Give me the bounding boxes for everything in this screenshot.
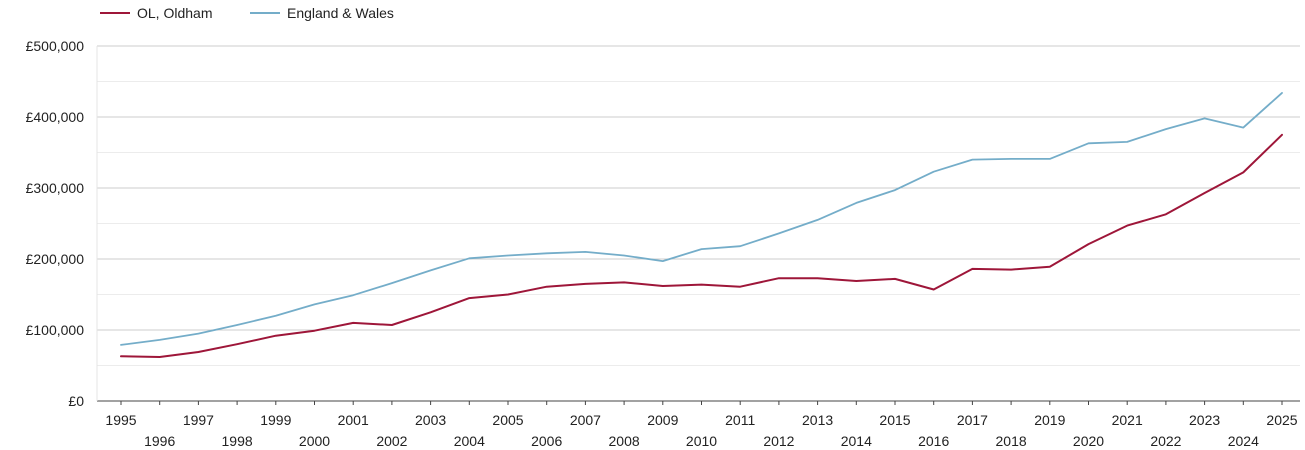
x-tick-label: 2013 [802, 412, 833, 428]
y-tick-label: £0 [68, 393, 84, 409]
grid-lines [96, 45, 1300, 402]
x-tick-label: 1995 [105, 412, 136, 428]
x-tick-label: 1996 [144, 433, 175, 449]
x-tick-label: 2015 [879, 412, 910, 428]
y-tick-label: £200,000 [26, 251, 85, 267]
x-tick-label: 2022 [1150, 433, 1181, 449]
y-tick-label: £100,000 [26, 322, 85, 338]
x-tick-label: 2025 [1266, 412, 1297, 428]
x-tick-label: 2001 [338, 412, 369, 428]
x-tick-label: 1999 [260, 412, 291, 428]
x-tick-label: 1997 [183, 412, 214, 428]
x-axis: 1995 1996 1997 1998 1999 2000 2001 2002 2003 2004… [105, 401, 1298, 449]
x-tick-label: 2011 [725, 412, 755, 428]
x-tick-label: 2016 [918, 433, 949, 449]
series-group [120, 92, 1283, 358]
series-line-1 [120, 92, 1283, 346]
x-tick-label: 2003 [415, 412, 446, 428]
y-tick-label: £300,000 [26, 180, 85, 196]
legend-label-0: OL, Oldham [137, 5, 212, 21]
y-tick-label: £500,000 [26, 38, 85, 54]
y-axis: £0 £100,000 £200,000 £300,000 £400,000 £500,0… [26, 38, 85, 409]
x-tick-label: 2007 [570, 412, 601, 428]
x-tick-label: 2009 [647, 412, 678, 428]
x-tick-label: 2018 [996, 433, 1027, 449]
x-tick-label: 2014 [841, 433, 872, 449]
x-tick-label: 2000 [299, 433, 330, 449]
legend-label-1: England & Wales [287, 5, 394, 21]
legend: OL, Oldham England & Wales [100, 5, 394, 21]
x-tick-label: 1998 [222, 433, 253, 449]
x-tick-label: 2002 [376, 433, 407, 449]
x-tick-label: 2012 [763, 433, 794, 449]
x-tick-label: 2010 [686, 433, 717, 449]
x-tick-label: 2021 [1112, 412, 1143, 428]
x-tick-label: 2019 [1034, 412, 1065, 428]
x-tick-label: 2005 [492, 412, 523, 428]
x-tick-label: 2017 [957, 412, 988, 428]
y-tick-label: £400,000 [26, 109, 85, 125]
x-tick-label: 2023 [1189, 412, 1220, 428]
x-tick-label: 2020 [1073, 433, 1104, 449]
x-tick-label: 2004 [454, 433, 485, 449]
series-line-0 [120, 133, 1283, 358]
x-tick-label: 2006 [531, 433, 562, 449]
x-tick-label: 2008 [609, 433, 640, 449]
x-tick-label: 2024 [1228, 433, 1259, 449]
